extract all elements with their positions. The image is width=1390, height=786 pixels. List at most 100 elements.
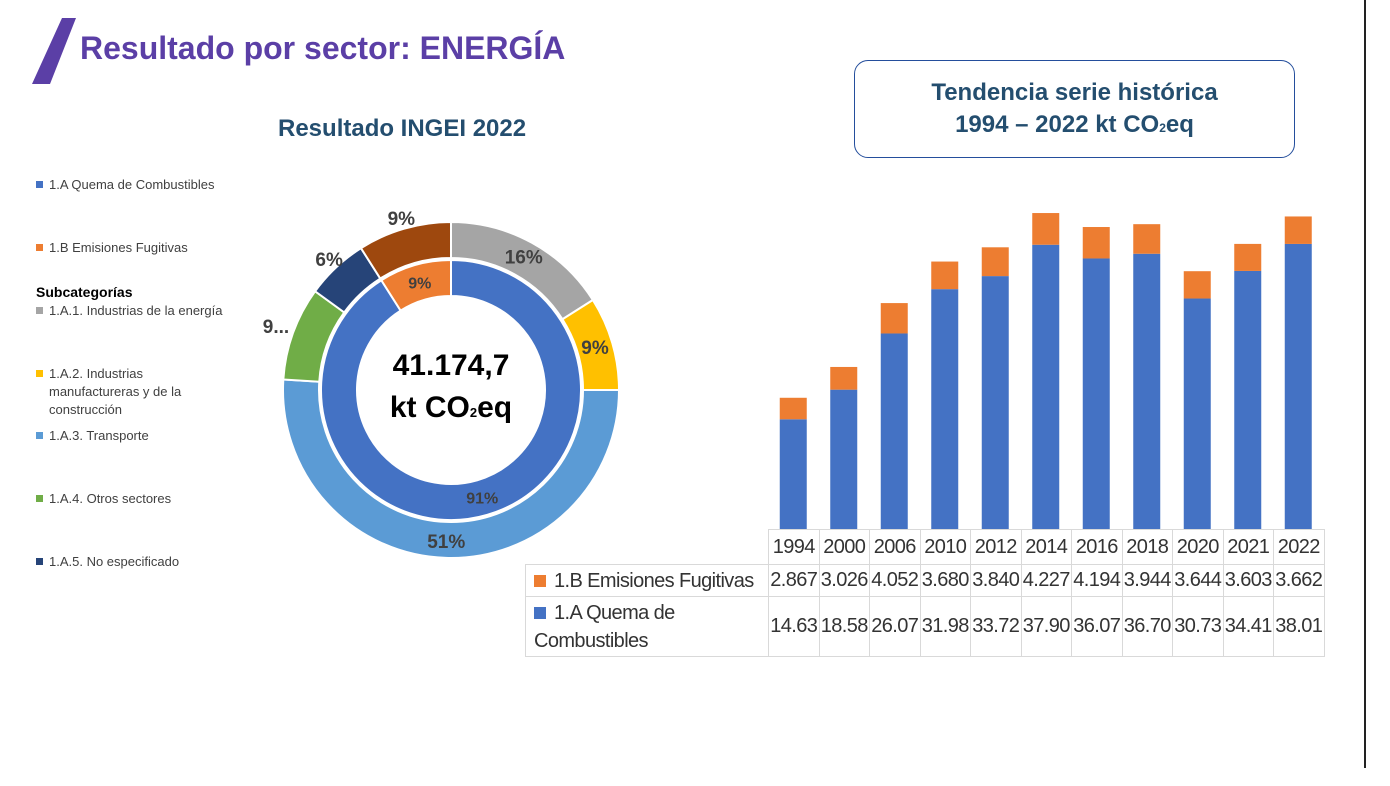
inner-ring-slice-label-0: 91%	[466, 491, 498, 508]
table-cell-fugitivas-2020: 3.644	[1172, 564, 1224, 597]
table-header-2022: 2022	[1273, 529, 1325, 565]
trend-title-line1: Tendencia serie histórica	[931, 79, 1218, 106]
inner-ring-slice-label-1: 9%	[408, 275, 431, 292]
legend-label: 1.A Quema de Combustibles	[49, 177, 215, 192]
table-header-2014: 2014	[1020, 529, 1072, 565]
table-cell-quema-2010: 31.98	[919, 596, 971, 657]
legend-label: 1.B Emisiones Fugitivas	[49, 240, 188, 255]
table-cell-quema-2012: 33.72	[970, 596, 1022, 657]
legend-label: 1.A.5. No especificado	[49, 554, 180, 569]
outer-ring-slice-5	[359, 220, 452, 280]
series-swatch	[534, 575, 546, 588]
legend-item-fugitivas: 1.B Emisiones Fugitivas	[36, 239, 188, 257]
bar-quema-1994	[779, 419, 807, 529]
bar-fugitivas-2014	[1032, 213, 1060, 245]
bar-quema-2022	[1284, 243, 1312, 530]
table-cell-fugitivas-2000: 3.026	[818, 564, 870, 597]
bar-quema-2021	[1234, 270, 1262, 529]
legend-swatch	[36, 307, 43, 314]
bar-quema-2000	[830, 389, 858, 529]
bar-quema-2006	[880, 333, 908, 529]
title-accent-icon	[32, 18, 76, 84]
legend-item-industrias-manufactureras: 1.A.2. Industrias manufactureras y de la…	[36, 365, 196, 419]
trend-title-line2: 1994 – 2022 kt CO2eq	[955, 111, 1194, 138]
bar-fugitivas-1994	[779, 397, 807, 420]
legend-item-otros-sectores: 1.A.4. Otros sectores	[36, 490, 171, 508]
table-row-quema: 1.A Quema de Combustibles 14.63 18.58 26.0…	[525, 596, 1325, 657]
bar-quema-2018	[1133, 253, 1161, 529]
series-swatch	[534, 607, 546, 620]
trend-title-box: Tendencia serie histórica 1994 – 2022 kt…	[854, 60, 1295, 158]
table-cell-quema-2016: 36.07	[1071, 596, 1123, 657]
outer-ring-slice-label-2: 51%	[427, 532, 465, 553]
bar-data-table: 1994 2000 2006 2010 2012 2014 2016 2018 2020 2021…	[525, 529, 1325, 657]
table-cell-quema-2006: 26.07	[869, 596, 921, 657]
table-cell-quema-2022: 38.01	[1273, 596, 1325, 657]
legend-label: 1.A.4. Otros sectores	[49, 491, 172, 506]
legend-item-industrias-energia: 1.A.1. Industrias de la energía	[36, 302, 222, 320]
bar-quema-2012	[981, 276, 1009, 529]
donut-center-value: 41.174,7	[392, 349, 510, 382]
legend-swatch	[36, 432, 43, 439]
inner-ring-slice-0	[320, 258, 582, 521]
table-cell-quema-2021: 34.41	[1222, 596, 1274, 657]
legend-label: 1.A.2. Industrias manufactureras y de la…	[49, 366, 182, 417]
legend-label: 1.A.3. Transporte	[49, 428, 149, 443]
table-header-2006: 2006	[869, 529, 921, 565]
table-cell-fugitivas-1994: 2.867	[768, 564, 820, 597]
donut-center-label: 41.174,7 kt CO2eq	[361, 345, 541, 434]
outer-ring-slice-label-5: 9%	[388, 209, 416, 230]
table-corner-cell	[525, 529, 769, 565]
bar-fugitivas-2000	[830, 366, 858, 390]
table-header-2010: 2010	[919, 529, 971, 565]
legend-swatch	[36, 370, 43, 377]
table-header-2018: 2018	[1121, 529, 1173, 565]
bar-fugitivas-2010	[931, 261, 959, 290]
table-header-row: 1994 2000 2006 2010 2012 2014 2016 2018 2020 2021…	[525, 529, 1325, 565]
legend-swatch	[36, 558, 43, 565]
table-cell-quema-1994: 14.63	[768, 596, 820, 657]
bar-quema-2014	[1032, 244, 1060, 529]
table-cell-quema-2014: 37.90	[1020, 596, 1072, 657]
page-title: Resultado por sector: ENERGÍA	[80, 30, 566, 66]
legend-subheading: Subcategorías	[36, 284, 133, 300]
table-row-label: 1.B Emisiones Fugitivas	[525, 564, 769, 597]
bar-fugitivas-2012	[981, 247, 1009, 277]
table-cell-fugitivas-2012: 3.840	[970, 564, 1022, 597]
legend-swatch	[36, 181, 43, 188]
table-cell-fugitivas-2010: 3.680	[919, 564, 971, 597]
table-header-2021: 2021	[1222, 529, 1274, 565]
outer-ring-slice-label-0: 16%	[505, 248, 543, 269]
outer-ring-slice-label-3: 9...	[263, 317, 289, 338]
legend-item-quema: 1.A Quema de Combustibles	[36, 176, 214, 194]
outer-ring-slice-label-4: 6%	[315, 250, 343, 271]
table-cell-quema-2000: 18.58	[818, 596, 870, 657]
legend-swatch	[36, 495, 43, 502]
legend-item-transporte: 1.A.3. Transporte	[36, 427, 149, 445]
bar-quema-2020	[1183, 298, 1211, 529]
table-cell-fugitivas-2014: 4.227	[1020, 564, 1072, 597]
table-header-1994: 1994	[768, 529, 820, 565]
table-cell-fugitivas-2018: 3.944	[1121, 564, 1173, 597]
table-cell-fugitivas-2006: 4.052	[869, 564, 921, 597]
bar-fugitivas-2006	[880, 303, 908, 334]
table-header-2020: 2020	[1172, 529, 1224, 565]
table-header-2012: 2012	[970, 529, 1022, 565]
slide-divider	[1364, 0, 1366, 768]
table-header-2000: 2000	[818, 529, 870, 565]
bar-fugitivas-2021	[1234, 243, 1262, 271]
bar-fugitivas-2018	[1133, 224, 1161, 254]
bar-quema-2016	[1082, 258, 1110, 529]
table-header-2016: 2016	[1071, 529, 1123, 565]
table-row-fugitivas: 1.B Emisiones Fugitivas 2.867 3.026 4.052 3…	[525, 564, 1325, 597]
legend-swatch	[36, 244, 43, 251]
legend-item-no-especificado: 1.A.5. No especificado	[36, 553, 179, 571]
bar-fugitivas-2016	[1082, 227, 1110, 259]
outer-ring-slice-label-1: 9%	[581, 338, 609, 359]
bar-fugitivas-2020	[1183, 271, 1211, 299]
donut-center-unit: kt CO2eq	[389, 391, 513, 424]
table-cell-fugitivas-2016: 4.194	[1071, 564, 1123, 597]
table-cell-quema-2018: 36.70	[1121, 596, 1173, 657]
donut-chart-title: Resultado INGEI 2022	[278, 115, 527, 142]
